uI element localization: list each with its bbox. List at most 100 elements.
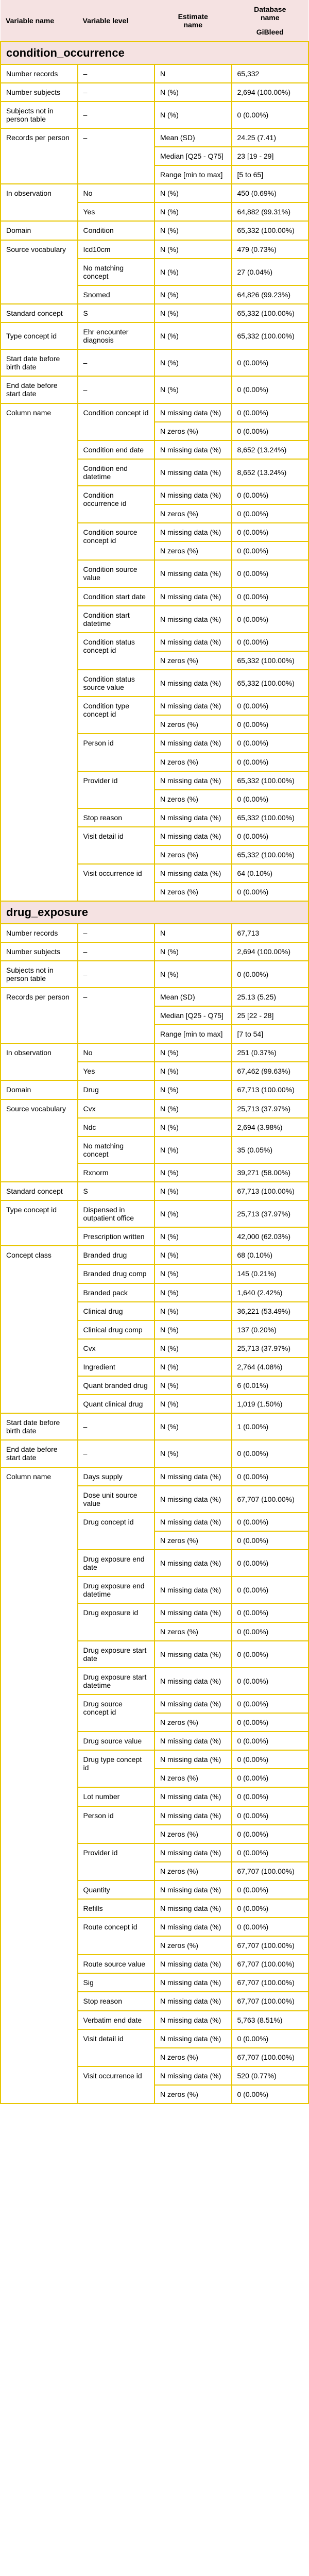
estimate-name-cell: N zeros (%) — [154, 752, 232, 772]
estimate-value-cell: 25 [22 - 28] — [231, 1006, 309, 1026]
estimate-name-cell: N (%) — [154, 284, 232, 304]
variable-name-cell: Start date before birth date — [0, 1413, 78, 1441]
estimate-value-cell: 65,332 (100.00%) — [231, 303, 309, 323]
estimate-value-cell: 64,826 (99.23%) — [231, 284, 309, 304]
table-row: Yes N (%) 64,882 (99.31%) — [1, 202, 309, 222]
estimate-name-cell: N (%) — [154, 183, 232, 204]
table-row: Source vocabulary Icd10cm N (%) 479 (0.73%) — [0, 239, 309, 304]
table-row: No matching concept N (%) 35 (0.05%) — [1, 1136, 309, 1164]
estimate-name-cell: N (%) — [154, 303, 232, 323]
table-row: N zeros (%) 65,332 (100.00%) — [1, 650, 309, 671]
estimate-name-cell: N missing data (%) — [154, 2065, 232, 2086]
variable-name-cell: Source vocabulary — [0, 239, 78, 304]
variable-level-cell: Prescription written — [77, 1227, 155, 1247]
table-row: N zeros (%) 0 (0.00%) — [1, 2084, 309, 2105]
variable-level-cell: Condition status concept id — [77, 632, 155, 671]
variable-name-cell: Column name — [0, 402, 78, 902]
table-row: Drug exposure id N missing data (%) 0 (0.0… — [1, 1603, 309, 1641]
table-row: Median [Q25 - Q75] 23 [19 - 29] — [1, 146, 309, 166]
section-title-drug_exposure: drug_exposure — [0, 901, 309, 924]
estimate-name-cell: N zeros (%) — [154, 1824, 232, 1844]
table-row: N zeros (%) 67,707 (100.00%) — [1, 2047, 309, 2067]
estimate-value-cell: 251 (0.37%) — [231, 1043, 309, 1063]
variable-level-cell: Condition start datetime — [77, 605, 155, 633]
table-row: N zeros (%) 0 (0.00%) — [1, 1530, 309, 1551]
estimate-value-cell: 0 (0.00%) — [231, 1731, 309, 1751]
database-name-gibleed: GiBleed — [256, 28, 284, 37]
estimate-name-cell: N missing data (%) — [154, 1731, 232, 1751]
estimate-name-cell: N (%) — [154, 1282, 232, 1302]
estimate-value-cell: 65,332 — [231, 63, 309, 83]
estimate-name-cell: N missing data (%) — [154, 863, 232, 884]
table-row: N zeros (%) 0 (0.00%) — [1, 1768, 309, 1788]
estimate-value-cell: 67,707 (100.00%) — [231, 1954, 309, 1974]
variable-name-cell: End date before start date — [0, 1439, 78, 1468]
table-row: Number subjects – N (%) 2,694 (100.00%) — [0, 82, 309, 102]
variable-level-cell: Condition source concept id — [77, 522, 155, 561]
variable-level-cell: Condition start date — [77, 586, 155, 606]
variable-level-cell: Days supply — [77, 1466, 155, 1486]
variable-name-cell: Number subjects — [0, 941, 78, 961]
table-row: Visit occurrence id N missing data (%) 64 … — [1, 863, 309, 902]
table-row: Condition type concept id N missing data … — [1, 696, 309, 735]
col-header-estimate-name: Estimate name — [154, 0, 232, 42]
estimate-value-cell: 0 (0.00%) — [231, 1667, 309, 1695]
estimate-name-cell: N missing data (%) — [154, 605, 232, 633]
header-row: Variable name Variable level Estimate na… — [1, 0, 308, 42]
variable-level-cell: Branded pack — [77, 1282, 155, 1302]
variable-name-cell: Standard concept — [0, 303, 78, 323]
estimate-name-cell: N missing data (%) — [154, 485, 232, 505]
estimate-name-cell: N zeros (%) — [154, 844, 232, 865]
table-row: Drug exposure end datetime N missing data… — [1, 1576, 309, 1604]
variable-level-cell: Yes — [77, 1061, 155, 1081]
table-row: Records per person – Mean (SD) 24.25 (7.41) — [0, 127, 309, 185]
estimate-value-cell: 0 (0.00%) — [231, 100, 309, 129]
estimate-value-cell: 65,332 (100.00%) — [231, 221, 309, 241]
variable-level-cell: Visit detail id — [77, 826, 155, 865]
estimate-value-cell: 0 (0.00%) — [231, 826, 309, 846]
estimate-value-cell: 0 (0.00%) — [231, 349, 309, 377]
table-row: Ingredient N (%) 2,764 (4.08%) — [1, 1357, 309, 1377]
estimate-name-cell: N missing data (%) — [154, 1549, 232, 1578]
col-header-database-name: Database name GiBleed — [231, 0, 308, 42]
variable-level-cell: Route concept id — [77, 1917, 155, 1956]
estimate-value-cell: 35 (0.05%) — [231, 1136, 309, 1164]
table-row: Drug exposure end date N missing data (%)… — [1, 1549, 309, 1578]
estimate-name-cell: N missing data (%) — [154, 1917, 232, 1937]
estimate-value-cell: 8,652 (13.24%) — [231, 439, 309, 460]
table-row: Standard concept S N (%) 65,332 (100.00%) — [0, 303, 309, 323]
estimate-name-cell: N (%) — [154, 1301, 232, 1321]
estimate-name-cell: N missing data (%) — [154, 1805, 232, 1825]
table-row: N zeros (%) 67,707 (100.00%) — [1, 1936, 309, 1956]
estimate-name-cell: N missing data (%) — [154, 586, 232, 606]
estimate-name-cell: N (%) — [154, 1162, 232, 1182]
variable-level-cell: Condition end date — [77, 439, 155, 460]
table-row: In observation No N (%) 450 (0.69%) — [0, 183, 309, 222]
table-row: Clinical drug N (%) 36,221 (53.49%) — [1, 1301, 309, 1321]
table-row: Column name Condition concept id N missing… — [0, 402, 309, 902]
table-row: N zeros (%) 0 (0.00%) — [1, 504, 309, 524]
estimate-name-cell: N missing data (%) — [154, 560, 232, 588]
estimate-name-cell: N zeros (%) — [154, 421, 232, 441]
variable-level-cell: – — [77, 100, 155, 129]
estimate-value-cell: 0 (0.00%) — [231, 2028, 309, 2048]
estimate-value-cell: 65,332 (100.00%) — [231, 669, 309, 698]
estimate-value-cell: 137 (0.20%) — [231, 1319, 309, 1340]
table-row: Subjects not in person table – N (%) 0 (0.0… — [0, 960, 309, 988]
estimate-value-cell: 0 (0.00%) — [231, 733, 309, 753]
estimate-value-cell: 0 (0.00%) — [231, 1693, 309, 1714]
variable-level-cell: – — [77, 941, 155, 961]
variable-name-cell: Number records — [0, 63, 78, 83]
estimate-name-cell: Median [Q25 - Q75] — [154, 1006, 232, 1026]
estimate-name-cell: N zeros (%) — [154, 715, 232, 735]
estimate-value-cell: 67,707 (100.00%) — [231, 1936, 309, 1956]
table-row: Number records – N 67,713 — [0, 923, 309, 943]
table-row: Drug exposure start date N missing data (… — [1, 1640, 309, 1668]
estimate-name-cell: N — [154, 923, 232, 943]
table-row: Start date before birth date – N (%) 0 (0.0… — [0, 349, 309, 377]
variable-level-cell: – — [77, 82, 155, 102]
table-row: Median [Q25 - Q75] 25 [22 - 28] — [1, 1006, 309, 1026]
table-row: Person id N missing data (%) 0 (0.00%) — [1, 1805, 309, 1844]
table-row: Lot number N missing data (%) 0 (0.00%) — [1, 1787, 309, 1807]
table-row: Yes N (%) 67,462 (99.63%) — [1, 1061, 309, 1081]
